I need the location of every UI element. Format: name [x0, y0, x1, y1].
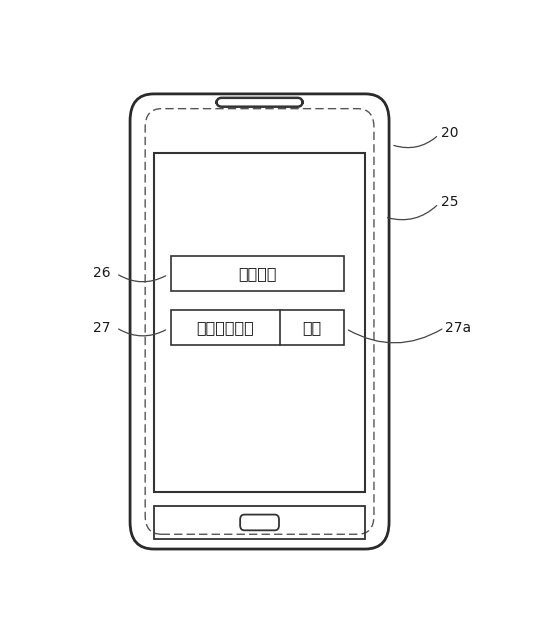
Text: 代入: 代入: [302, 320, 321, 335]
Bar: [171, 311, 344, 345]
Bar: [154, 505, 365, 539]
Text: 环境信息: 环境信息: [238, 266, 277, 281]
FancyArrowPatch shape: [394, 137, 437, 148]
FancyArrowPatch shape: [348, 329, 442, 343]
Text: 25: 25: [441, 195, 458, 209]
Text: 27a: 27a: [445, 321, 471, 335]
FancyArrowPatch shape: [388, 206, 437, 220]
Text: 27: 27: [93, 321, 111, 335]
Bar: [154, 153, 365, 493]
Bar: [171, 256, 344, 291]
FancyArrowPatch shape: [119, 329, 165, 336]
Text: 空气质量检测: 空气质量检测: [197, 320, 255, 335]
Text: 20: 20: [441, 127, 458, 141]
FancyArrowPatch shape: [119, 275, 165, 282]
Text: 26: 26: [93, 266, 111, 281]
